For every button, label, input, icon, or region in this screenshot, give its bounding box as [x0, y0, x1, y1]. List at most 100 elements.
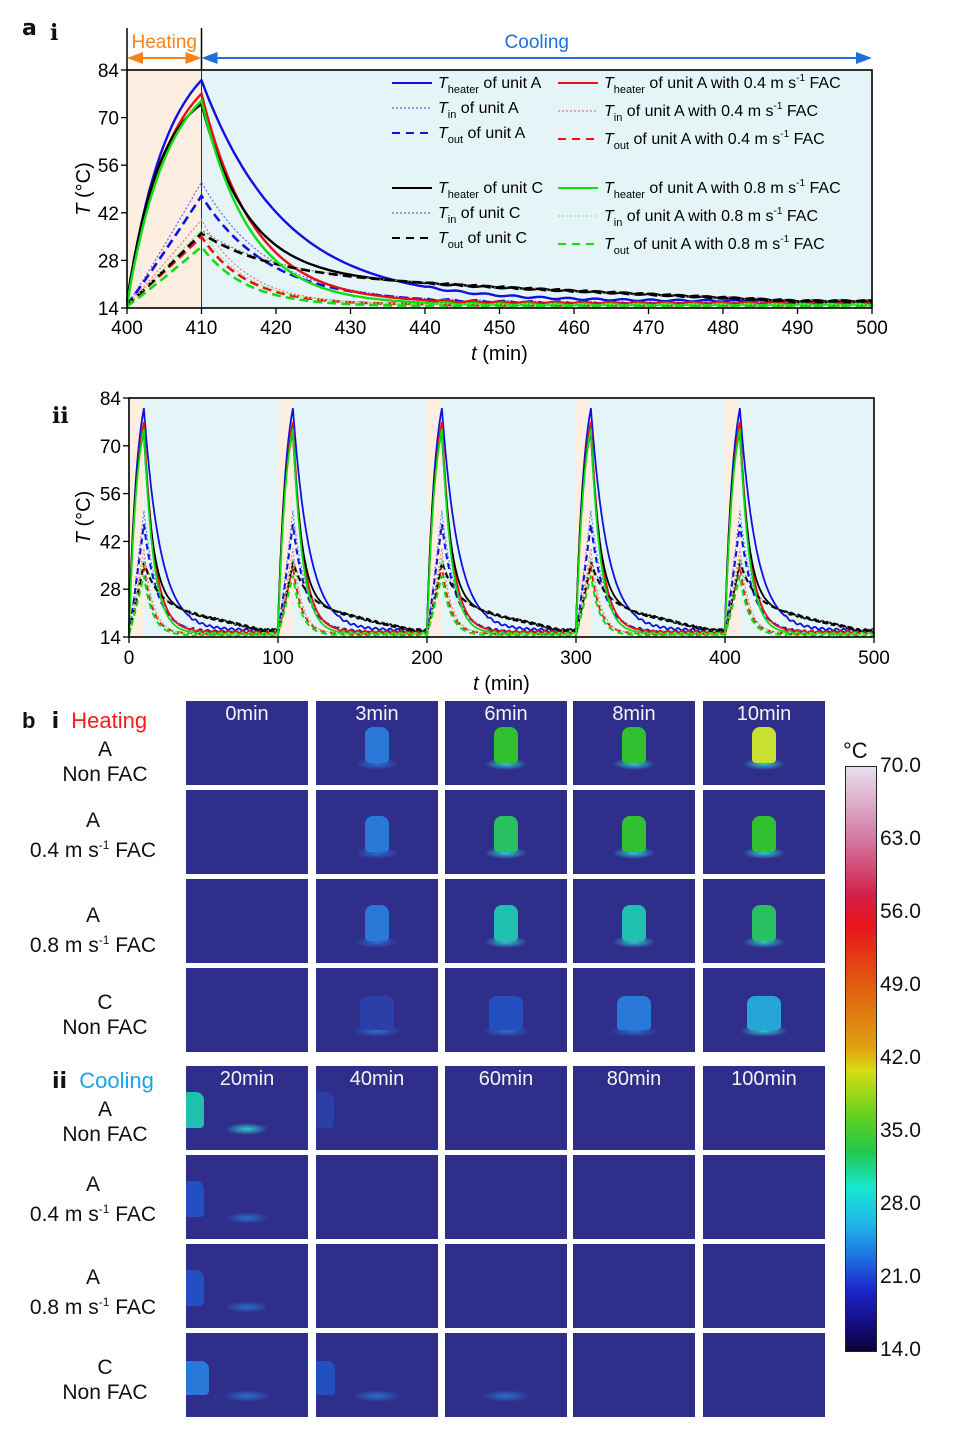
x-tick-label: 100 — [262, 648, 294, 669]
heater-cylinder — [622, 727, 646, 763]
thermal-image — [573, 1333, 695, 1417]
chart-a-i: Heating Cooling 14 28 42 56 70 84 400 410 420 430 44… — [73, 28, 888, 365]
x-tick-label: 440 — [409, 318, 441, 339]
thermal-image — [316, 790, 438, 874]
colorbar-tick-label: 28.0 — [880, 1192, 921, 1215]
heater-cylinder — [365, 727, 389, 763]
heater-cylinder — [622, 905, 646, 941]
panel-b-label: b — [22, 708, 36, 733]
thermal-image — [573, 968, 695, 1052]
heater-cylinder — [316, 1092, 334, 1128]
time-label: 60min — [478, 1068, 534, 1090]
thermal-image — [186, 790, 308, 874]
heat-glow — [222, 1390, 272, 1402]
heater-cylinder — [617, 996, 651, 1030]
cooling-roman: ii — [52, 1069, 68, 1094]
x-tick-label: 500 — [856, 318, 888, 339]
time-label: 10min — [736, 703, 792, 725]
thermal-image: 100min — [703, 1066, 825, 1150]
thermal-image — [316, 968, 438, 1052]
heating-section-title: b i Heating — [22, 708, 147, 734]
x-axis-label: t (min) — [473, 673, 530, 695]
thermal-image — [316, 1244, 438, 1328]
heater-cylinder — [445, 1361, 468, 1395]
legend-label: Tout of unit A with 0.8 m s-1 FAC — [604, 234, 825, 257]
y-tick-label: 70 — [98, 109, 119, 130]
series-line — [126, 244, 873, 309]
row-label: A 0.4 m s-1 FAC — [29, 1173, 157, 1226]
phase-bg-cooling — [201, 70, 872, 308]
heater-cylinder — [494, 727, 518, 763]
legend-label: Tout of unit A — [438, 125, 526, 146]
row-label: A 0.8 m s-1 FAC — [29, 1266, 157, 1319]
x-tick-label: 470 — [633, 318, 665, 339]
thermal-image: 60min — [445, 1066, 567, 1150]
cooling-arrow-head — [856, 52, 872, 64]
cooling-bg — [129, 398, 874, 637]
thermal-image — [703, 879, 825, 963]
colorbar-tick-label: 56.0 — [880, 900, 921, 923]
thermal-image: 8min — [573, 701, 695, 785]
panel-a-i-label: i — [50, 20, 59, 46]
y-tick-label: 42 — [98, 204, 119, 225]
row-label: A 0.4 m s-1 FAC — [29, 809, 157, 862]
colorbar-tick-label: 35.0 — [880, 1119, 921, 1142]
thermal-image — [703, 1333, 825, 1417]
heater-cylinder — [752, 816, 776, 852]
x-tick-label: 500 — [858, 648, 890, 669]
colorbar-tick-label: 42.0 — [880, 1046, 921, 1069]
series-line — [128, 561, 875, 634]
x-tick-label: 490 — [782, 318, 814, 339]
heater-cylinder — [316, 1361, 335, 1395]
heater-cylinder — [747, 996, 781, 1030]
colorbar-tick-label: 14.0 — [880, 1338, 921, 1361]
series-line — [128, 565, 875, 636]
y-tick-label: 84 — [100, 389, 122, 410]
heat-glow — [352, 1390, 402, 1402]
series-line — [126, 234, 873, 307]
x-tick-label: 400 — [111, 318, 143, 339]
legend-label: Theater of unit C — [438, 180, 543, 201]
x-tick-label: 200 — [411, 648, 443, 669]
colorbar-tick-label: 49.0 — [880, 973, 921, 996]
time-label: 40min — [349, 1068, 405, 1090]
x-tick-label: 420 — [260, 318, 292, 339]
legend-label: Tout of unit A with 0.4 m s-1 FAC — [604, 129, 825, 152]
heater-cylinder — [186, 1092, 204, 1128]
thermal-image: 3min — [316, 701, 438, 785]
row-label: C Non FAC — [62, 991, 148, 1039]
x-tick-label: 0 — [124, 648, 135, 669]
series-line — [126, 228, 873, 307]
thermal-image: 10min — [703, 701, 825, 785]
series-line — [125, 91, 873, 305]
y-tick-label: 70 — [100, 437, 121, 458]
heating-roman: i — [51, 709, 60, 734]
x-tick-label: 450 — [484, 318, 516, 339]
heating-arrow-head — [185, 52, 202, 64]
y-tick-label: 84 — [98, 61, 120, 82]
y-axis-label: T (°C) — [73, 491, 95, 545]
legend-label: Tin of unit A with 0.8 m s-1 FAC — [604, 206, 818, 229]
heater-cylinder — [365, 816, 389, 852]
thermal-image: 40min — [316, 1066, 438, 1150]
thermal-image — [703, 790, 825, 874]
thermal-image — [703, 968, 825, 1052]
heater-cylinder — [622, 816, 646, 852]
row-label: A 0.8 m s-1 FAC — [29, 904, 157, 957]
x-tick-label: 460 — [558, 318, 590, 339]
heating-title: Heating — [71, 708, 148, 733]
colorbar-tick-label: 70.0 — [880, 754, 921, 777]
thermal-image — [445, 1155, 567, 1239]
thermal-image — [445, 968, 567, 1052]
colorbar-unit: °C — [843, 738, 868, 763]
chart-a-ii: 14 28 42 56 70 84 0 100 200 300 400 500 t (min) T (°C… — [73, 389, 890, 695]
thermal-image — [186, 968, 308, 1052]
thermal-image: 0min — [186, 701, 308, 785]
y-tick-label: 56 — [98, 156, 119, 177]
time-label: 0min — [225, 703, 269, 725]
thermal-image — [316, 1333, 438, 1417]
legend-label: Theater of unit A with 0.4 m s-1 FAC — [604, 73, 841, 96]
time-label: 6min — [484, 703, 528, 725]
thermal-image — [445, 1244, 567, 1328]
y-tick-label: 28 — [98, 251, 119, 272]
